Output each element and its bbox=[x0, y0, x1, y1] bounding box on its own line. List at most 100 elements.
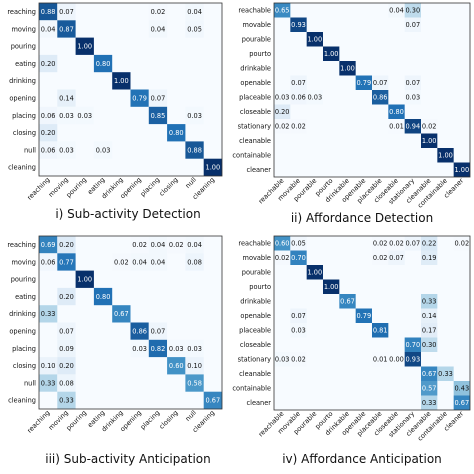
matrix-cell bbox=[290, 323, 307, 338]
cell-value-label: 0.57 bbox=[422, 385, 437, 393]
matrix-cell bbox=[306, 32, 323, 47]
matrix-cell bbox=[39, 374, 58, 392]
cell-value-label: 0.02 bbox=[422, 123, 437, 131]
matrix-cell bbox=[372, 250, 389, 265]
matrix-cell bbox=[57, 287, 76, 306]
matrix-cell bbox=[39, 253, 58, 271]
row-tick-label: cleaner bbox=[246, 399, 271, 407]
cell-value-label: 0.00 bbox=[389, 356, 404, 364]
cell-value-label: 0.69 bbox=[41, 241, 56, 249]
cell-value-label: 0.02 bbox=[454, 240, 469, 248]
row-tick-label: closing bbox=[13, 362, 36, 370]
cell-value-label: 0.02 bbox=[373, 240, 388, 248]
matrix-cell bbox=[57, 253, 76, 271]
cell-value-label: 1.00 bbox=[307, 36, 322, 44]
matrix-cell bbox=[112, 72, 131, 90]
cell-value-label: 0.67 bbox=[454, 399, 469, 407]
matrix-cell bbox=[167, 357, 186, 375]
cell-value-label: 0.17 bbox=[422, 327, 437, 335]
matrix-cell bbox=[388, 352, 405, 367]
column-tick-label: pouring bbox=[65, 409, 89, 433]
matrix-frame bbox=[38, 2, 223, 177]
matrix-cell bbox=[323, 46, 340, 61]
matrix-cell bbox=[93, 287, 113, 306]
matrix-cell bbox=[404, 90, 421, 105]
row-tick-label: drinkable bbox=[240, 65, 271, 73]
cell-value-label: 0.03 bbox=[275, 356, 290, 364]
matrix-cell bbox=[290, 236, 307, 251]
cell-value-label: 0.93 bbox=[291, 21, 306, 29]
matrix-cell bbox=[185, 20, 204, 38]
cell-value-label: 0.82 bbox=[151, 345, 166, 353]
matrix-cell bbox=[57, 357, 76, 375]
matrix-cell bbox=[148, 322, 168, 340]
cell-value-label: 0.14 bbox=[59, 94, 74, 102]
matrix-cell bbox=[437, 366, 454, 381]
matrix-cell bbox=[148, 106, 168, 125]
column-tick-label: null bbox=[184, 176, 198, 190]
row-tick-label: drinking bbox=[9, 77, 36, 85]
row-tick-label: moving bbox=[11, 25, 36, 33]
row-tick-label: reachable bbox=[238, 240, 271, 248]
cell-value-label: 0.07 bbox=[291, 79, 306, 87]
matrix-cell bbox=[130, 322, 149, 340]
matrix-cell bbox=[388, 104, 405, 119]
row-tick-label: reaching bbox=[7, 8, 36, 16]
matrix-cell bbox=[39, 20, 58, 38]
cell-value-label: 0.10 bbox=[41, 362, 56, 370]
cell-value-label: 1.00 bbox=[340, 65, 355, 73]
cell-value-label: 0.06 bbox=[41, 112, 56, 120]
row-tick-label: stationary bbox=[238, 356, 271, 364]
matrix-cell bbox=[306, 265, 323, 280]
matrix-cell bbox=[148, 339, 168, 358]
cell-value-label: 0.33 bbox=[59, 397, 74, 405]
cell-value-label: 0.67 bbox=[114, 310, 129, 318]
column-tick-label: null bbox=[184, 409, 198, 423]
matrix-cell bbox=[388, 3, 405, 18]
cell-value-label: 0.03 bbox=[96, 146, 111, 154]
cell-value-label: 0.04 bbox=[151, 241, 166, 249]
cell-value-label: 0.20 bbox=[59, 241, 74, 249]
row-tick-label: placing bbox=[12, 345, 36, 353]
matrix-cell bbox=[57, 3, 76, 21]
cell-value-label: 0.03 bbox=[291, 327, 306, 335]
cell-value-label: 0.02 bbox=[275, 254, 290, 262]
matrix-cell bbox=[39, 54, 58, 73]
matrix-cell bbox=[148, 3, 168, 21]
matrix-cell bbox=[274, 236, 291, 251]
row-tick-label: openable bbox=[240, 79, 271, 87]
cell-value-label: 0.88 bbox=[187, 146, 202, 154]
matrix-cell bbox=[185, 339, 204, 358]
cell-value-label: 0.33 bbox=[422, 298, 437, 306]
matrix-cell bbox=[167, 124, 186, 142]
matrix-cell bbox=[274, 104, 291, 119]
confusion-matrix-panel-2: 0.65 0.04 0.300.93 0.071.001.001.000.07 0.79… bbox=[232, 2, 471, 225]
matrix-cell bbox=[112, 253, 131, 271]
cell-value-label: 0.07 bbox=[291, 312, 306, 320]
cell-value-label: 0.10 bbox=[187, 362, 202, 370]
matrix-cell bbox=[453, 381, 470, 396]
cell-value-label: 0.30 bbox=[405, 7, 420, 15]
matrix-cell bbox=[57, 141, 76, 159]
matrix-cell bbox=[388, 236, 405, 251]
cell-value-label: 1.00 bbox=[324, 50, 339, 58]
column-tick-label: placing bbox=[139, 176, 162, 199]
cell-value-label: 0.09 bbox=[59, 345, 74, 353]
row-tick-label: containable bbox=[232, 152, 271, 160]
cell-value-label: 0.07 bbox=[373, 79, 388, 87]
column-tick-label: reaching bbox=[26, 409, 52, 435]
matrix-cell bbox=[57, 374, 76, 392]
row-tick-label: drinkable bbox=[240, 298, 271, 306]
row-tick-label: closeable bbox=[240, 341, 271, 349]
cell-value-label: 0.80 bbox=[389, 108, 404, 116]
cell-value-label: 1.00 bbox=[454, 166, 469, 174]
matrix-cell bbox=[75, 106, 94, 125]
matrix-cell bbox=[112, 305, 131, 323]
cell-value-label: 0.60 bbox=[169, 362, 184, 370]
matrix-cell bbox=[148, 89, 168, 107]
matrix-cell bbox=[57, 20, 76, 38]
cell-value-label: 1.00 bbox=[307, 269, 322, 277]
column-tick-label: placing bbox=[139, 409, 162, 432]
